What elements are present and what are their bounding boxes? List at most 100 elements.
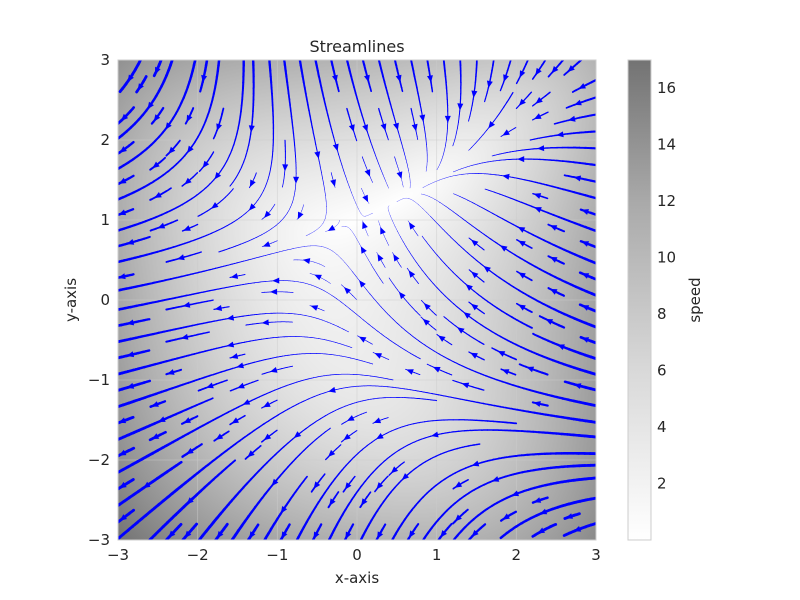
- streamline-segment: [561, 119, 570, 123]
- streamline-segment: [430, 399, 438, 402]
- streamline-segment: [354, 92, 359, 100]
- streamline-segment: [350, 401, 358, 405]
- streamline-segment: [397, 131, 401, 138]
- streamline-segment: [463, 331, 470, 336]
- streamline-segment: [310, 421, 317, 426]
- streamline-segment: [197, 213, 203, 217]
- streamline-segment: [394, 464, 401, 470]
- streamline-segment: [326, 292, 332, 296]
- x-tick-label: −1: [266, 546, 288, 564]
- streamline-segment: [402, 184, 404, 188]
- streamline-segment: [302, 81, 306, 89]
- streamline-segment: [287, 207, 291, 214]
- y-tick-label: −3: [88, 531, 110, 549]
- streamline-segment: [544, 135, 552, 138]
- streamline-arrow: [549, 225, 558, 231]
- x-tick-label: −2: [187, 546, 209, 564]
- streamline-segment: [526, 91, 533, 98]
- streamline-segment: [331, 295, 337, 299]
- streamline-arrow: [362, 194, 369, 203]
- streamline-segment: [455, 381, 463, 384]
- streamline-arrow: [401, 473, 409, 480]
- streamline-segment: [189, 107, 195, 115]
- streamline-segment: [350, 75, 354, 83]
- streamline-segment: [498, 276, 505, 282]
- streamline-segment: [404, 153, 407, 160]
- streamline-segment: [404, 513, 410, 521]
- streamline-segment: [452, 379, 457, 383]
- streamline-segment: [321, 246, 328, 249]
- streamline-arrow: [186, 114, 193, 123]
- streamline-segment: [218, 249, 225, 253]
- colorbar-label: speed: [686, 277, 704, 322]
- streamline-segment: [287, 92, 291, 101]
- streamline-segment: [234, 243, 242, 247]
- streamline-segment: [314, 261, 321, 265]
- streamline-arrow: [471, 529, 479, 537]
- streamline-segment: [405, 330, 411, 335]
- streamline-segment: [318, 338, 325, 340]
- streamline-segment: [387, 185, 389, 189]
- streamline-segment: [280, 385, 287, 389]
- streamline-segment: [478, 309, 485, 315]
- streamline-arrow: [390, 466, 399, 474]
- streamline-segment: [340, 301, 346, 306]
- streamline-segment: [356, 400, 363, 403]
- streamline-segment: [539, 136, 546, 139]
- streamline-segment: [422, 187, 424, 188]
- streamline-segment: [571, 89, 578, 93]
- colorbar-tick-label: 2: [657, 475, 667, 493]
- streamline-segment: [472, 386, 479, 390]
- streamline-segment: [454, 498, 461, 504]
- streamline-segment: [345, 403, 352, 407]
- streamline-segment: [341, 464, 347, 471]
- streamline-segment: [503, 421, 512, 424]
- streamline-segment: [424, 458, 432, 463]
- streamline-segment: [336, 444, 342, 450]
- streamline-segment: [515, 199, 522, 203]
- streamline-segment: [327, 482, 333, 489]
- streamline-segment: [531, 533, 537, 538]
- streamline-segment: [384, 130, 388, 137]
- streamline-segment: [349, 456, 355, 462]
- streamline-segment: [424, 344, 430, 349]
- streamline-segment: [351, 430, 358, 435]
- streamline-segment: [311, 316, 318, 319]
- streamline-segment: [341, 387, 348, 389]
- streamline-segment: [578, 115, 587, 119]
- streamline-arrow: [454, 481, 463, 488]
- streamline-segment: [185, 324, 194, 328]
- streamline-segment: [379, 500, 385, 507]
- streamline-segment: [413, 200, 419, 205]
- streamline-segment: [208, 320, 216, 323]
- streamline-arrow: [216, 123, 222, 131]
- streamline-arrow: [534, 207, 542, 213]
- streamline-segment: [514, 253, 521, 259]
- streamline-segment: [393, 284, 398, 291]
- streamline-segment: [461, 197, 468, 201]
- streamline-segment: [451, 447, 458, 451]
- streamline-segment: [505, 406, 513, 410]
- streamline-segment: [421, 193, 425, 195]
- streamline-arrow: [248, 203, 256, 211]
- streamline-arrow: [202, 160, 210, 169]
- streamline-segment: [520, 321, 528, 327]
- streamline-segment: [344, 262, 349, 268]
- streamline-segment: [335, 407, 342, 411]
- streamline-segment: [281, 354, 289, 357]
- streamline-segment: [510, 407, 519, 411]
- streamline-segment: [287, 405, 294, 410]
- streamline-segment: [510, 356, 518, 361]
- streamline-arrow: [313, 481, 321, 489]
- streamline-segment: [238, 274, 246, 277]
- streamline-segment: [118, 133, 124, 140]
- streamline-segment: [391, 428, 398, 432]
- streamline-segment: [431, 87, 434, 93]
- streamline-segment: [333, 137, 336, 145]
- streamline-segment: [487, 160, 495, 163]
- streamline-arrow: [155, 66, 161, 75]
- streamline-segment: [197, 322, 205, 326]
- x-tick-label: 3: [591, 546, 601, 564]
- streamline-segment: [390, 486, 396, 493]
- streamline-segment: [415, 464, 422, 469]
